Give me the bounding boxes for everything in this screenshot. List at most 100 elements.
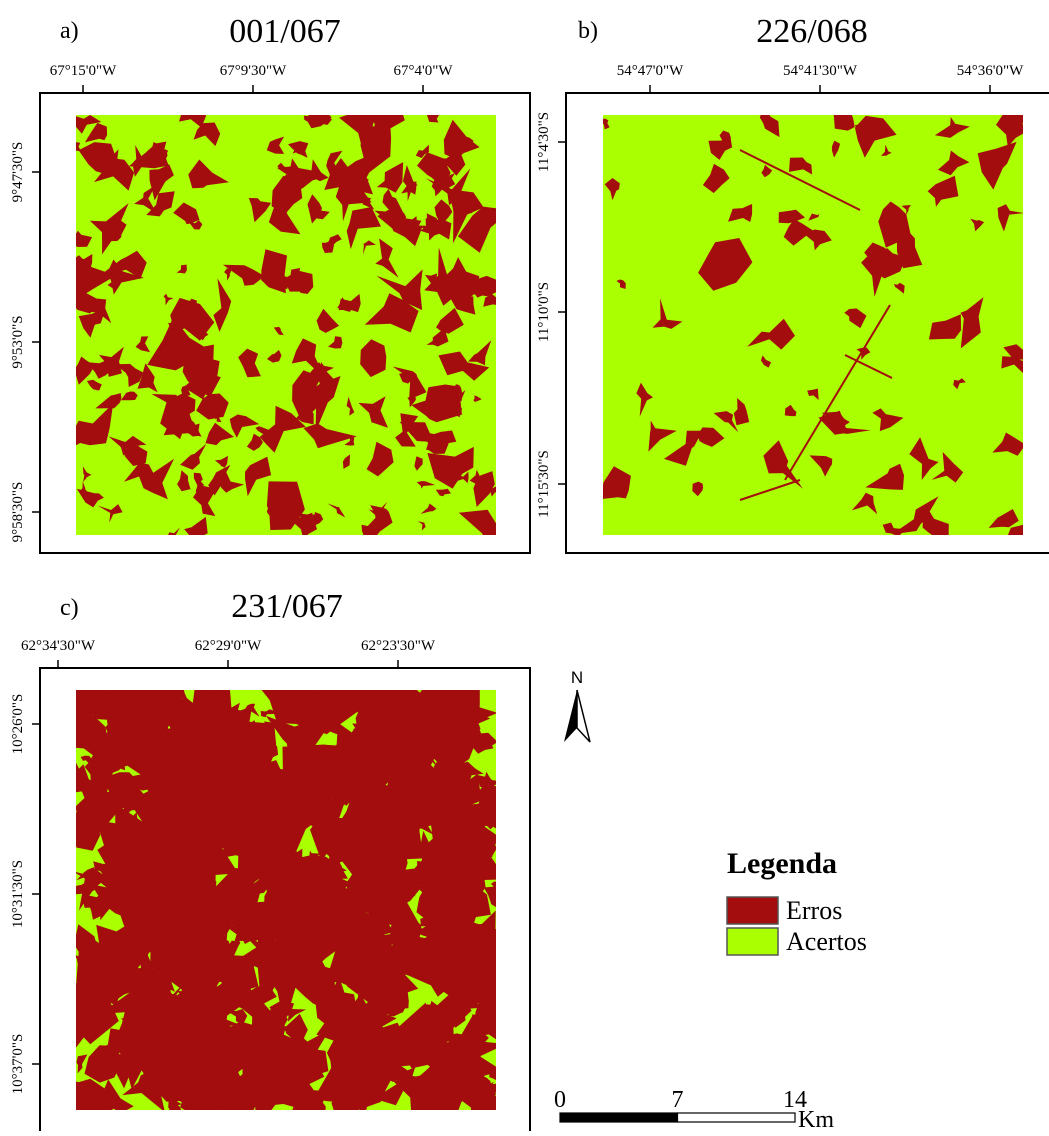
error-patch [177, 470, 191, 492]
error-patch [106, 747, 121, 769]
classification-map [603, 115, 1023, 535]
error-patch [189, 855, 217, 903]
error-patch [459, 942, 480, 967]
error-patch [93, 861, 111, 875]
north-label: N [571, 668, 583, 687]
scale-unit: Km [798, 1107, 834, 1131]
error-patch [938, 150, 970, 176]
error-patch [970, 218, 985, 232]
error-patch [483, 293, 496, 307]
error-patch [446, 403, 463, 418]
error-patch [648, 420, 677, 452]
error-patch [468, 340, 492, 366]
error-patch [448, 295, 476, 315]
error-patch [430, 854, 486, 909]
error-patch [360, 120, 392, 174]
error-patch [416, 481, 436, 489]
error-patch [357, 872, 406, 923]
error-patch [420, 503, 437, 514]
error-patch [856, 347, 871, 360]
error-patch [446, 1033, 466, 1051]
error-patch [604, 178, 620, 201]
error-patch [412, 942, 456, 978]
error-patch [476, 774, 496, 789]
error-patch [243, 703, 260, 717]
error-patch [692, 481, 704, 497]
error-patch [98, 886, 119, 902]
error-patch [213, 412, 222, 423]
error-patch [180, 443, 207, 470]
error-patch [425, 274, 475, 306]
error-patch [296, 747, 352, 795]
error-patch [292, 143, 305, 154]
error-patch [664, 430, 703, 466]
error-patch [327, 503, 346, 518]
error-patch [443, 119, 480, 160]
latitude-label: 10°26'0"S [10, 694, 26, 755]
error-patch [992, 432, 1023, 456]
error-patch [302, 981, 320, 998]
error-patch [484, 976, 496, 1029]
error-patch [360, 339, 387, 378]
error-patch [464, 1081, 494, 1110]
error-patch [179, 115, 207, 128]
error-patch [171, 722, 197, 776]
error-patch [303, 423, 357, 449]
error-patch [438, 351, 490, 381]
latitude-label: 9°58'30"S [10, 482, 26, 543]
error-patch [149, 164, 174, 201]
error-patch [255, 897, 300, 943]
error-patch [439, 780, 461, 799]
error-line [739, 149, 861, 211]
error-patch [427, 446, 474, 489]
error-patch [784, 404, 797, 417]
error-patch [365, 1026, 428, 1067]
error-patch [297, 512, 317, 535]
panel-letter: b) [578, 18, 598, 44]
error-patch [218, 1034, 256, 1079]
error-patch [997, 204, 1023, 232]
error-patch [373, 1067, 416, 1106]
error-patch [485, 736, 494, 750]
panel-letter: a) [60, 18, 79, 44]
error-patch [760, 355, 772, 368]
error-patch [922, 504, 949, 535]
error-patch [76, 255, 116, 298]
longitude-label: 54°47'0"W [617, 63, 684, 79]
error-patch [338, 809, 396, 859]
error-patch [345, 920, 379, 963]
error-patch [188, 298, 198, 314]
error-patch [616, 279, 626, 289]
error-patch [298, 866, 346, 906]
error-patch [184, 762, 212, 799]
error-patch [76, 690, 133, 721]
error-patch [177, 901, 211, 922]
error-patch [222, 923, 265, 944]
error-patch [804, 229, 832, 251]
error-patch [259, 405, 306, 453]
error-patch [468, 1074, 483, 1089]
error-patch [124, 462, 154, 485]
error-patch [163, 293, 174, 306]
error-patch [208, 464, 231, 496]
error-patch [141, 896, 187, 953]
error-patch [273, 326, 284, 336]
longitude-label: 67°4'0"W [394, 63, 454, 79]
error-patch [146, 142, 160, 152]
error-patch [211, 830, 259, 860]
error-patch [238, 1032, 327, 1091]
error-patch [719, 130, 731, 144]
error-patch [315, 998, 386, 1046]
error-patch [417, 521, 426, 531]
error-patch [76, 1081, 125, 1110]
error-patch [127, 846, 155, 874]
error-patch [272, 836, 287, 854]
scale-tick-label: 7 [672, 1087, 684, 1113]
latitude-label: 10°37'0"S [10, 1034, 26, 1095]
error-patch [327, 898, 354, 932]
error-patch [708, 137, 733, 160]
error-patch [184, 516, 208, 535]
error-patch [463, 1075, 477, 1089]
legend-label: Erros [786, 896, 842, 925]
